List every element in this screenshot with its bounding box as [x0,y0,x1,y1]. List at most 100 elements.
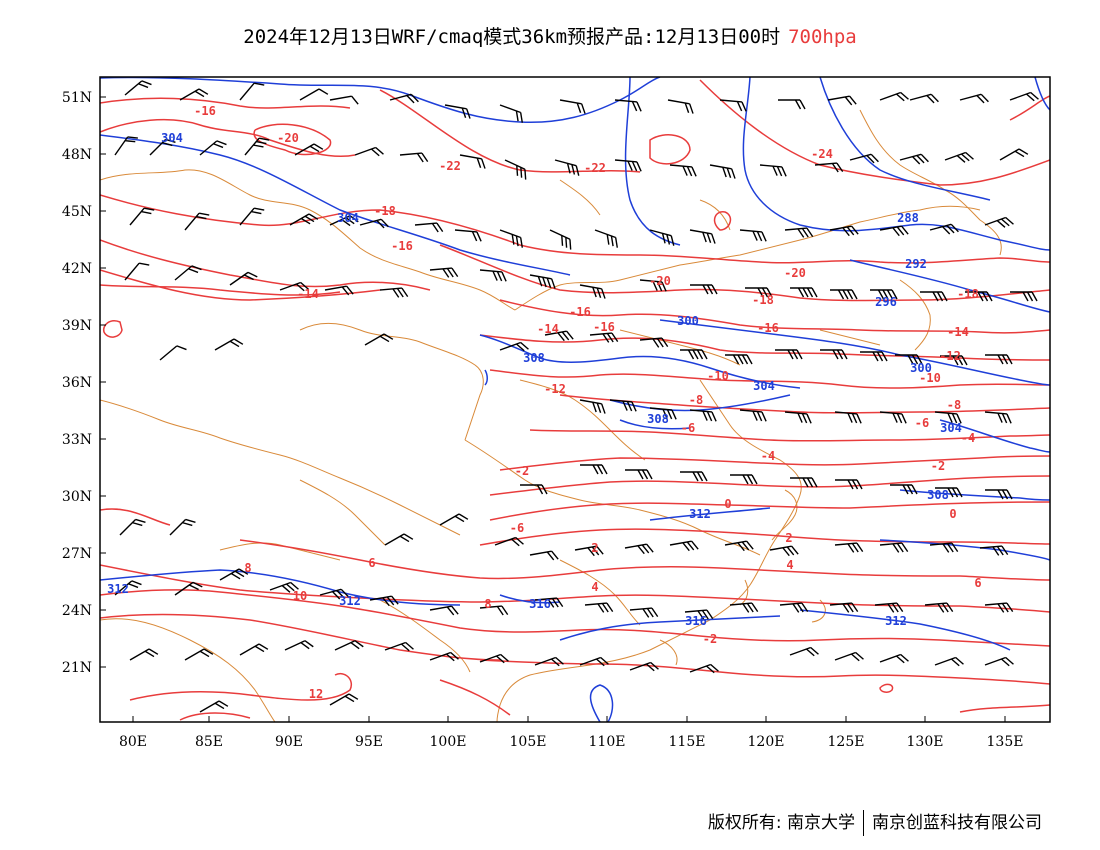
boundary-line [299,322,484,441]
wind-barb [778,99,806,110]
temperature-contour [879,683,894,693]
wind-barb [984,602,1014,613]
temperature-label: -10 [919,371,941,385]
wind-barb [244,137,270,156]
temperature-contour [100,269,381,301]
wind-barb [724,540,754,552]
height-label: 304 [337,211,359,225]
wind-barb [334,640,364,651]
temperature-label: -18 [374,204,396,218]
wind-barb [895,354,923,365]
temperature-label: 10 [293,589,307,603]
wind-barb [835,479,863,490]
wind-barb [985,489,1013,500]
wind-barb [944,151,974,163]
y-tick-label: 51N [62,90,92,106]
temperature-contour [100,613,501,661]
boundary-line [659,639,678,666]
y-tick-label: 36N [62,375,92,391]
height-label: 304 [753,379,775,393]
title-level: 700hpa [788,26,857,48]
wind-barb [729,602,759,613]
wind-barb [719,99,747,112]
wind-barb [730,474,758,485]
temperature-label: -16 [757,321,779,335]
height-label: 288 [897,211,919,225]
wind-barb [649,407,677,420]
wind-barb [814,162,844,173]
temperature-label: 2 [591,541,598,555]
copyright-left: 版权所有: 南京大学 [707,813,855,833]
wind-barb [775,349,803,360]
wind-barb [684,609,714,620]
boundary-line [514,205,981,311]
temperature-label: -12 [939,349,961,363]
temperature-contour [439,679,511,716]
boundary-line [299,479,386,546]
wind-barb [1009,91,1039,102]
geopotential-contour [609,394,791,412]
temperature-label: -12 [544,382,566,396]
wind-barb [879,411,907,424]
temperature-label: -2 [515,464,529,478]
temperature-label: -14 [297,287,319,301]
height-label: 308 [523,351,545,365]
wind-barb [124,80,152,96]
wind-barb [534,656,564,667]
wind-barb [624,543,654,555]
x-tick-label: 135E [987,734,1024,750]
wind-barb [639,279,667,292]
temperature-label: 12 [309,687,323,701]
wind-barb [239,82,265,101]
wind-barbs [114,80,1039,713]
wind-barb [667,99,694,114]
wind-barb [214,338,244,351]
wind-barb [579,284,606,299]
temperature-contour [489,501,1050,521]
wind-barb [609,399,637,412]
boundary-line [619,329,741,366]
wind-barb [414,222,444,233]
wind-barb [359,218,389,229]
wind-barb [439,513,469,526]
temperature-label: 8 [244,561,251,575]
page-title: 2024年12月13日WRF/cmaq模式36km预报产品:12月13日00时 7… [0,22,1100,49]
wind-barb [639,337,669,348]
wind-barb [834,411,862,424]
temperature-label: -22 [439,159,461,173]
temperature-contour [529,429,1050,442]
wind-barb [890,484,918,495]
wind-barb [329,215,359,227]
wind-barb [680,471,708,482]
boundary-lines [100,109,1002,722]
wind-barb [669,164,697,177]
wind-barb [129,207,155,226]
wind-barb [239,207,265,226]
temperature-contour [100,194,1050,264]
wind-barb [985,354,1013,365]
temperature-label: -16 [569,305,591,319]
wind-barb [444,104,471,119]
temperature-labels: -16-20-22 -22-24-18-16-14-20-20-18 -18-14-… [194,104,981,701]
temperature-contour [489,475,1050,496]
wind-barb [184,212,210,231]
wind-barb [849,153,879,164]
wind-barb [874,602,904,613]
height-label: 296 [875,295,897,309]
wind-barb [554,159,580,176]
wind-barb [649,229,675,246]
temperature-label: -8 [947,398,961,412]
temperature-label: 6 [974,576,981,590]
wind-barb [979,545,1009,556]
wind-barb [779,602,809,613]
temperature-contour [479,659,1050,685]
wind-barb [499,341,529,352]
x-tick-label: 125E [828,734,865,750]
geopotential-contour [589,684,614,722]
temperature-label: -16 [391,239,413,253]
temperature-label: -4 [761,449,775,463]
wind-barb [384,533,414,546]
wind-barb [574,545,604,557]
temperature-contour [499,455,1050,471]
